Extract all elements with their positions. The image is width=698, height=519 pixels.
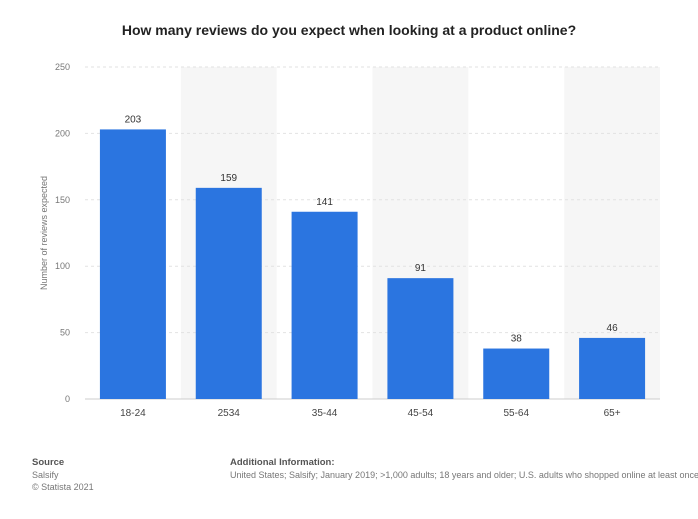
additional-info-text: United States; Salsify; January 2019; >1… xyxy=(230,470,698,480)
y-tick-labels: 0 50 100 150 200 250 xyxy=(55,62,70,404)
y-tick-label: 200 xyxy=(55,128,70,138)
x-tick-label: 2534 xyxy=(218,408,241,419)
additional-info-block: Additional Information: United States; S… xyxy=(230,457,698,481)
bar xyxy=(291,211,358,399)
y-tick-label: 150 xyxy=(55,195,70,205)
bar xyxy=(195,187,262,399)
data-labels: 203 159 141 91 38 46 xyxy=(125,114,619,344)
y-axis-label: Number of reviews expected xyxy=(39,176,49,290)
data-label: 46 xyxy=(607,323,619,334)
data-label: 38 xyxy=(511,334,523,345)
x-tick-label: 45-54 xyxy=(408,408,434,419)
bar xyxy=(99,129,166,399)
data-label: 159 xyxy=(220,173,237,184)
bar xyxy=(579,337,646,399)
data-label: 91 xyxy=(415,263,427,274)
chart-title: How many reviews do you expect when look… xyxy=(121,22,577,38)
bars xyxy=(99,129,646,399)
x-tick-labels: 18-24 2534 35-44 45-54 55-64 65+ xyxy=(120,408,621,419)
y-tick-label: 250 xyxy=(55,62,70,72)
bar xyxy=(387,278,454,399)
y-tick-label: 0 xyxy=(65,394,70,404)
bar xyxy=(483,348,550,399)
additional-info-heading: Additional Information: xyxy=(230,457,335,468)
x-tick-label: 18-24 xyxy=(120,408,146,419)
x-tick-label: 55-64 xyxy=(503,408,529,419)
x-tick-label: 35-44 xyxy=(312,408,338,419)
y-tick-label: 50 xyxy=(60,328,70,338)
y-tick-label: 100 xyxy=(55,261,70,271)
data-label: 141 xyxy=(316,197,333,208)
source-name: Salsify xyxy=(32,470,59,480)
source-block: Source Salsify © Statista 2021 xyxy=(32,457,94,493)
source-heading: Source xyxy=(32,457,65,468)
copyright: © Statista 2021 xyxy=(32,482,94,492)
data-label: 203 xyxy=(125,114,142,125)
gridlines xyxy=(85,66,660,400)
x-tick-label: 65+ xyxy=(604,408,621,419)
